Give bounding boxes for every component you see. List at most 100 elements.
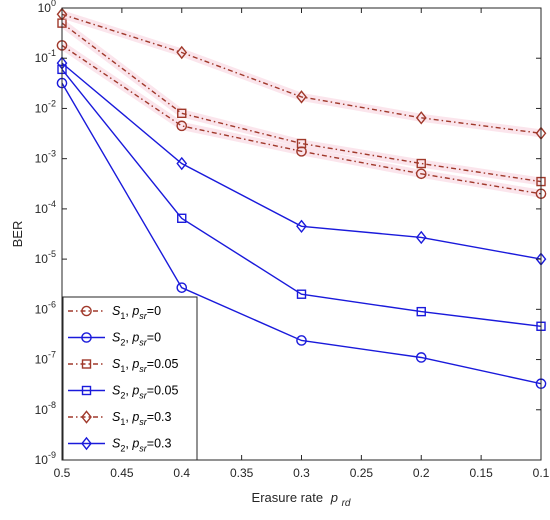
y-tick-exponent: -6 — [48, 299, 56, 309]
y-tick-base: 10 — [35, 252, 49, 266]
data-point — [415, 168, 427, 180]
legend-entry: S1, psr=0.05 — [68, 357, 178, 374]
y-tick-exponent: -3 — [48, 149, 56, 159]
legend-sub: 2 — [120, 444, 125, 454]
y-tick-exponent: -8 — [48, 400, 56, 410]
series-line — [61, 82, 542, 385]
y-tick-label: 10-1 — [35, 48, 56, 65]
y-tick-base: 10 — [35, 302, 49, 316]
data-point — [415, 230, 427, 245]
y-tick-label: 10-3 — [35, 149, 56, 166]
data-point — [176, 282, 188, 293]
y-tick-base: 10 — [35, 101, 49, 115]
legend-separator: , — [125, 331, 132, 345]
y-tick-base: 10 — [35, 152, 49, 166]
legend-param: p — [131, 437, 139, 451]
legend-value-text: =0.05 — [147, 384, 179, 398]
legend-symbol: S — [112, 357, 121, 371]
legend-sub: 1 — [120, 417, 125, 427]
y-tick-base: 10 — [35, 453, 49, 467]
y-tick-label: 10-2 — [35, 98, 56, 115]
y-tick-base: 10 — [35, 51, 49, 65]
data-point — [415, 352, 427, 363]
x-axis-label-subscript: rd — [342, 498, 351, 509]
data-point — [177, 213, 187, 223]
y-tick-label: 10-8 — [35, 400, 56, 417]
legend-marker — [81, 410, 92, 424]
legend-marker — [81, 385, 92, 396]
data-point — [176, 156, 188, 171]
data-point — [296, 138, 307, 149]
ticks-layer: 0.5 0.45 0.4 0.35 0.3 0.25 0.2 0.15 0.110-910-81… — [35, 0, 550, 480]
x-tick-label: 0.5 — [54, 466, 71, 480]
y-tick-base: 10 — [38, 1, 52, 15]
legend-param: p — [131, 304, 139, 318]
legend-symbol: S — [112, 384, 121, 398]
legend-label: S2, psr=0.3 — [112, 437, 171, 454]
x-axis-label-symbol: p — [330, 490, 338, 505]
x-axis-label: Erasure rate p rd — [252, 490, 351, 509]
legend-sub: 1 — [120, 311, 125, 321]
legend-param-sub: sr — [139, 391, 148, 401]
y-tick-exponent: 0 — [51, 0, 56, 8]
legend-marker — [81, 305, 92, 317]
y-tick-label: 10-4 — [35, 199, 56, 216]
legend-symbol: S — [112, 304, 121, 318]
series-line — [61, 13, 542, 134]
x-tick-label: 0.1 — [533, 466, 550, 480]
data-point — [177, 108, 187, 119]
series-line — [61, 68, 542, 327]
data-point — [296, 335, 307, 346]
data-point — [416, 306, 426, 317]
legend-value-text: =0 — [147, 304, 161, 318]
legend-marker — [81, 359, 92, 369]
y-tick-exponent: -7 — [48, 350, 56, 360]
legend-label: S1, psr=0.3 — [112, 410, 171, 427]
legend-value-text: =0.3 — [147, 410, 172, 424]
legend-separator: , — [125, 357, 132, 371]
series-line — [61, 44, 542, 195]
legend-label: S1, psr=0.05 — [112, 357, 178, 374]
legend-marker — [81, 436, 92, 451]
legend-separator: , — [125, 304, 132, 318]
x-tick-label: 0.15 — [469, 466, 493, 480]
series-line — [61, 62, 542, 260]
legend-value-text: =0.05 — [147, 357, 179, 371]
legend-param: p — [131, 331, 139, 345]
data-point — [416, 158, 426, 169]
data-point — [415, 111, 427, 125]
legend-param-sub: sr — [139, 417, 148, 427]
data-point — [296, 219, 307, 234]
x-tick-label: 0.2 — [413, 466, 430, 480]
series-halo — [59, 19, 542, 186]
legend-marker — [81, 332, 92, 343]
legend-separator: , — [125, 384, 132, 398]
legend-entry: S1, psr=0 — [68, 304, 161, 321]
legend-sub: 2 — [120, 391, 125, 401]
series-5 — [56, 7, 547, 141]
legend-param-sub: sr — [139, 364, 148, 374]
data-point — [296, 90, 307, 104]
x-tick-label: 0.4 — [173, 466, 190, 480]
legend-param: p — [131, 357, 139, 371]
y-tick-label: 10-7 — [35, 350, 56, 367]
legend-param-sub: sr — [139, 311, 148, 321]
y-tick-label: 10-5 — [35, 249, 56, 266]
x-tick-label: 0.3 — [293, 466, 310, 480]
legend-entry: S1, psr=0.3 — [68, 410, 171, 427]
x-axis-label-text: Erasure rate — [252, 490, 324, 505]
legend-symbol: S — [112, 437, 121, 451]
legend-param: p — [131, 410, 139, 424]
legend-entry: S2, psr=0.05 — [68, 384, 178, 401]
y-tick-exponent: -4 — [48, 199, 56, 209]
data-point — [176, 45, 188, 60]
y-tick-base: 10 — [35, 202, 49, 216]
x-tick-label: 0.45 — [110, 466, 134, 480]
y-tick-label: 10-9 — [35, 450, 56, 467]
y-axis-label: BER — [10, 221, 25, 248]
data-point — [296, 289, 307, 299]
legend-box — [62, 296, 198, 461]
y-tick-base: 10 — [35, 353, 49, 367]
legend-sub: 1 — [120, 364, 125, 374]
